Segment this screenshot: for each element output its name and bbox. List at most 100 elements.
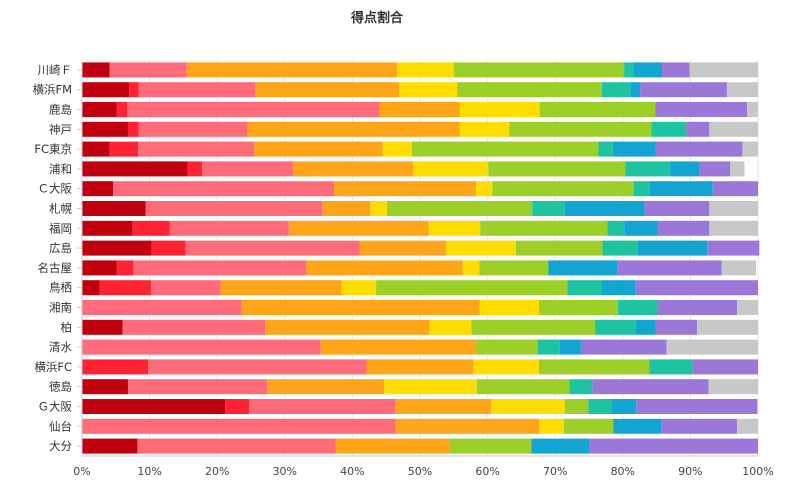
bar-segment xyxy=(127,121,139,137)
bar-segment xyxy=(569,379,593,395)
bar-segment xyxy=(386,201,533,216)
bar-segment xyxy=(635,319,656,335)
bar-segment xyxy=(661,418,738,434)
bar-segment xyxy=(538,418,564,434)
bar-segment xyxy=(697,319,758,335)
x-tick-label: 40% xyxy=(340,465,364,478)
bar-segment xyxy=(292,161,414,177)
bar-segment xyxy=(132,220,170,236)
bar-segment xyxy=(538,300,619,315)
bar-segment xyxy=(589,438,758,454)
bar-segment xyxy=(617,260,722,276)
bar-segment xyxy=(109,62,187,78)
y-category-label: 徳島 xyxy=(49,380,72,394)
bar-segment xyxy=(479,300,539,315)
bar-segment xyxy=(563,418,614,434)
bar-segment xyxy=(559,339,581,355)
bar-segment xyxy=(666,339,758,355)
bar-segment xyxy=(82,438,138,454)
bar-segment xyxy=(624,220,658,236)
bar-segment xyxy=(411,141,599,157)
bar-segment xyxy=(145,201,323,216)
bar-segment xyxy=(742,141,758,157)
bar-segment xyxy=(709,121,758,137)
y-category-label: FC東京 xyxy=(34,142,72,156)
bar-segment xyxy=(127,102,380,117)
x-tick-label: 80% xyxy=(611,465,635,478)
bar-segment xyxy=(612,141,656,157)
bar-segment xyxy=(726,82,758,98)
bar-segment xyxy=(459,102,540,117)
bar-segment xyxy=(730,161,745,177)
bar-segment xyxy=(137,438,336,454)
bar-segment xyxy=(82,82,130,98)
bar-segment xyxy=(462,260,480,276)
bar-segment xyxy=(220,280,342,296)
y-category-label: 鳥栖 xyxy=(49,281,72,295)
bar-segment xyxy=(637,240,708,256)
bar-segment xyxy=(247,121,460,137)
bar-segment xyxy=(306,260,463,276)
bar-segment xyxy=(341,280,377,296)
bar-segment xyxy=(611,399,637,414)
bar-segment xyxy=(82,220,133,236)
bar-segment xyxy=(395,418,539,434)
grid-lines xyxy=(81,60,759,456)
bar-segment xyxy=(265,319,430,335)
y-category-label: 大分 xyxy=(49,439,72,453)
bar-segment xyxy=(488,161,626,177)
bar-segment xyxy=(490,399,565,414)
bar-segment xyxy=(689,62,758,78)
bar-segment xyxy=(446,240,516,256)
bar-segment xyxy=(382,141,412,157)
y-category-label: 福岡 xyxy=(49,221,72,235)
bar-segment xyxy=(708,379,758,395)
axes: 0% 10% 20% 30% 40% 50% 60% 70% 80% 90% 100% 川崎Ｆ 横浜FM… xyxy=(32,60,774,478)
bar-segment xyxy=(82,240,152,256)
bar-segment xyxy=(185,240,360,256)
bar-segment xyxy=(288,220,429,236)
bar-segment xyxy=(657,300,738,315)
bar-segment xyxy=(601,280,636,296)
bar-segment xyxy=(670,161,700,177)
bar-segment xyxy=(649,359,693,375)
y-category-label: Ｇ大阪 xyxy=(38,400,73,414)
bar-segment xyxy=(548,260,618,276)
bar-segment xyxy=(633,62,663,78)
bar-segment xyxy=(737,300,758,315)
bar-segment xyxy=(564,201,645,216)
bar-segment xyxy=(655,319,698,335)
bar-segment xyxy=(532,201,565,216)
bar-segment xyxy=(625,161,671,177)
bar-segment xyxy=(721,260,756,276)
y-category-label: 広島 xyxy=(49,241,72,255)
bar-segment xyxy=(248,399,395,414)
bar-segment xyxy=(82,121,128,137)
x-tick-label: 60% xyxy=(475,465,499,478)
bar-segment xyxy=(429,319,472,335)
y-category-label: 浦和 xyxy=(49,162,72,176)
bar-segment xyxy=(737,418,758,434)
bar-segment xyxy=(169,220,289,236)
bar-segment xyxy=(82,280,100,296)
bar-segment xyxy=(686,121,710,137)
bar-segment xyxy=(241,300,480,315)
bar-segment xyxy=(476,181,493,197)
bar-segment xyxy=(394,399,491,414)
bar-segment xyxy=(618,300,658,315)
bars xyxy=(82,62,760,454)
bar-segment xyxy=(449,438,532,454)
bar-segment xyxy=(82,201,146,216)
bar-segment xyxy=(471,319,596,335)
bar-segment xyxy=(150,280,221,296)
bar-segment xyxy=(129,82,139,98)
bar-segment xyxy=(187,161,203,177)
bar-segment xyxy=(225,399,249,414)
bar-segment xyxy=(399,82,458,98)
bar-segment xyxy=(138,82,256,98)
bar-segment xyxy=(459,121,510,137)
bar-segment xyxy=(82,339,321,355)
bar-segment xyxy=(635,280,758,296)
bar-segment xyxy=(82,319,123,335)
bar-segment xyxy=(82,300,242,315)
